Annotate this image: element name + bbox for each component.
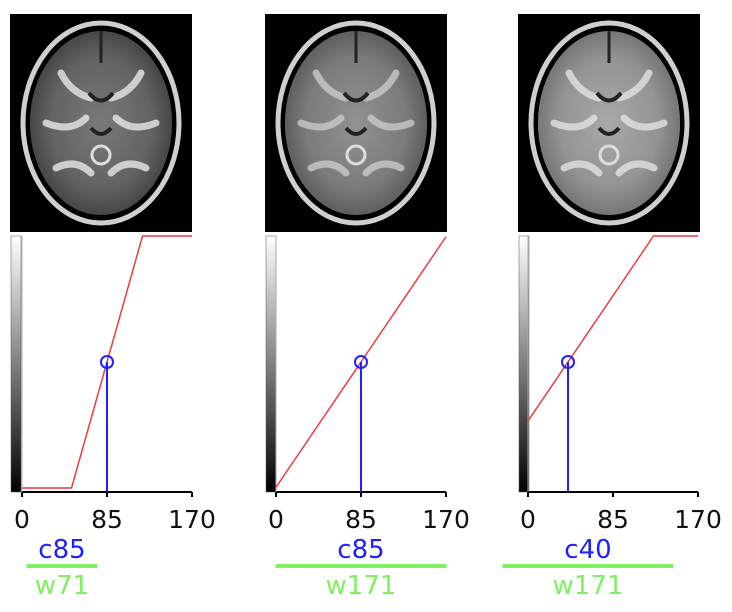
grayscale-colorbar: [518, 235, 530, 493]
width-label: w171: [553, 571, 624, 601]
x-tick-label: 170: [422, 505, 470, 534]
center-label: c85: [38, 535, 85, 565]
width-label: w71: [35, 571, 89, 601]
center-marker: [100, 355, 114, 369]
x-tick-label: 170: [168, 505, 216, 534]
center-label: c85: [337, 535, 384, 565]
x-tick-label: 0: [14, 505, 30, 534]
x-tick-label: 85: [597, 505, 629, 534]
grayscale-colorbar: [265, 235, 277, 493]
transfer-curve: [527, 235, 698, 422]
x-tick-label: 0: [520, 505, 536, 534]
x-tick-label: 170: [674, 505, 722, 534]
x-tick-label: 0: [268, 505, 284, 534]
panel-1: 0 85 170 c85 w71: [10, 20, 216, 601]
brain-slice-3: [528, 20, 690, 226]
x-tick-label: 85: [345, 505, 377, 534]
brain-slice-1: [20, 20, 182, 226]
center-label: c40: [564, 535, 611, 565]
width-label: w171: [326, 571, 397, 601]
x-tick-label: 85: [91, 505, 123, 534]
panel-3: 0 85 170 c40 w171: [502, 20, 722, 601]
center-marker: [354, 355, 368, 369]
panel-2: 0 85 170 c85 w171: [265, 20, 470, 601]
grayscale-colorbar: [10, 235, 22, 493]
center-marker: [561, 355, 575, 369]
brain-slice-2: [275, 20, 437, 226]
